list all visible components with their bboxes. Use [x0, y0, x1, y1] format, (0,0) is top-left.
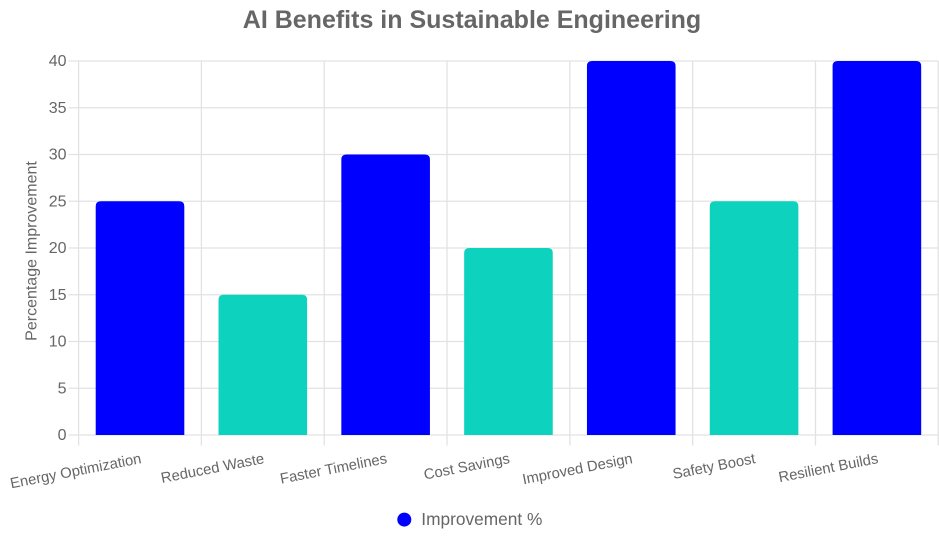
svg-text:Percentage Improvement: Percentage Improvement [24, 161, 41, 341]
svg-text:5: 5 [58, 380, 67, 397]
svg-text:10: 10 [49, 334, 67, 351]
svg-text:20: 20 [49, 240, 67, 257]
svg-text:15: 15 [49, 287, 67, 304]
svg-text:30: 30 [49, 147, 67, 164]
svg-text:0: 0 [58, 427, 67, 444]
svg-text:35: 35 [49, 100, 67, 117]
svg-text:Improvement %: Improvement % [421, 509, 542, 529]
svg-text:25: 25 [49, 193, 67, 210]
svg-text:40: 40 [49, 53, 67, 70]
svg-text:AI Benefits in Sustainable Eng: AI Benefits in Sustainable Engineering [243, 6, 701, 34]
